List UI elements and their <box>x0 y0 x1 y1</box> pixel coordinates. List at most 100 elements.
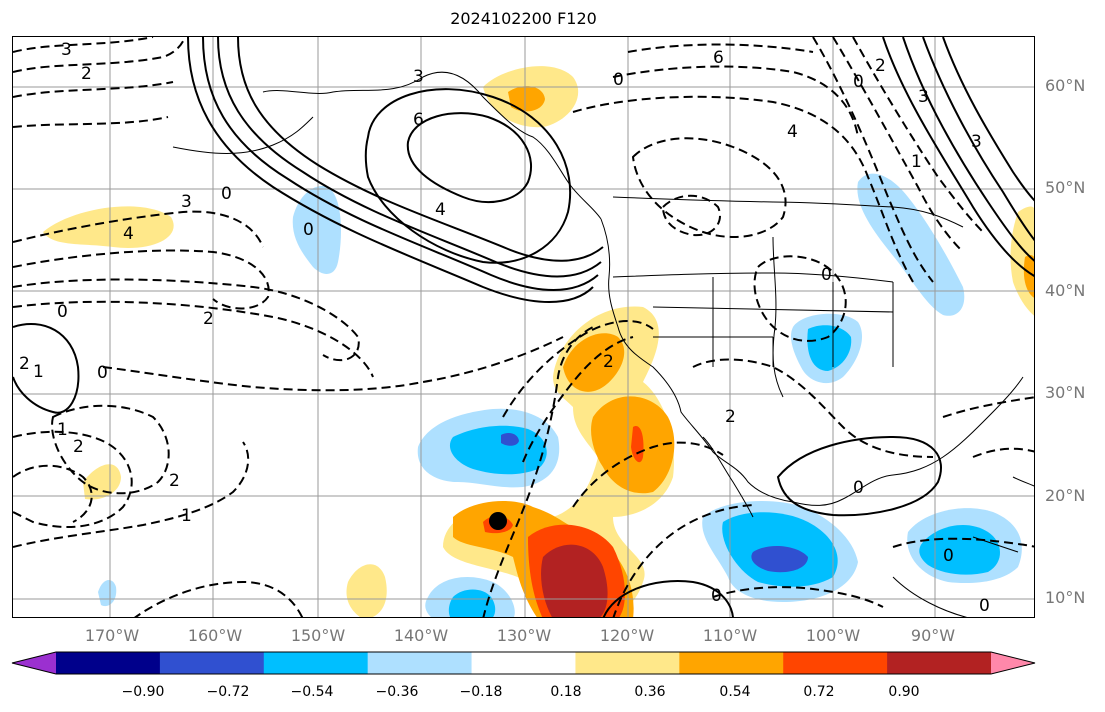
colorbar-segment <box>56 652 161 674</box>
contour-line <box>13 322 80 414</box>
contour-line <box>13 300 374 378</box>
contour-line <box>202 37 599 291</box>
negative-anomaly-core <box>448 589 496 617</box>
contour-label: 2 <box>169 471 180 491</box>
contour-line <box>602 580 734 617</box>
contour-line <box>187 37 594 303</box>
negative-anomaly-region <box>857 173 965 316</box>
positive-anomaly-peak <box>631 426 644 463</box>
contour-line <box>134 580 304 617</box>
contour-label: 0 <box>303 220 314 240</box>
contour-label: 0 <box>97 363 108 383</box>
lon-label-130w: 130°W <box>496 626 552 645</box>
lat-label-40n: 40°N <box>1045 281 1086 300</box>
lon-label-120w: 120°W <box>599 626 655 645</box>
contour-label: 0 <box>821 265 832 285</box>
contour-line <box>712 586 884 608</box>
contour-line <box>612 504 754 617</box>
lon-label-90w: 90°W <box>910 626 956 645</box>
positive-anomaly-core <box>1023 255 1034 298</box>
colorbar-segment <box>679 652 784 674</box>
contour-line <box>13 116 169 128</box>
contour-label: 1 <box>911 152 922 172</box>
contour-line <box>482 326 594 617</box>
contour-line <box>217 37 602 278</box>
colorbar-tick: 0.72 <box>803 684 835 700</box>
contour-line <box>631 137 787 238</box>
contour-line <box>364 88 572 264</box>
contour-line <box>812 37 934 283</box>
contour-line <box>612 65 859 138</box>
contour-label: 3 <box>918 87 929 107</box>
lat-label-30n: 30°N <box>1045 383 1086 402</box>
contour-line <box>102 336 564 392</box>
contour-line <box>13 430 133 528</box>
lat-label-60n: 60°N <box>1045 76 1086 95</box>
contour-line <box>902 37 1034 262</box>
contour-line <box>13 37 186 73</box>
contour-line <box>776 435 942 517</box>
contour-label: 2 <box>603 352 614 372</box>
contour-label: 0 <box>711 586 722 606</box>
positive-height-contours <box>13 37 1034 617</box>
contour-line <box>237 37 604 262</box>
contour-label: 2 <box>73 437 84 457</box>
negative-anomaly-core <box>919 524 1001 575</box>
negative-anomaly-region <box>292 186 341 274</box>
contour-line <box>692 358 934 458</box>
map-canvas: 3 2 3 6 4 0 3 4 0 6 0 0 2 4 3 0 2 0 1 2 … <box>13 37 1034 617</box>
contour-label: 0 <box>57 302 68 322</box>
contour-label: 1 <box>57 420 68 440</box>
contour-line <box>13 464 93 523</box>
colorbar-tick: −0.90 <box>121 684 165 700</box>
lon-label-150w: 150°W <box>290 626 346 645</box>
contour-line <box>892 537 1034 548</box>
contour-label: 2 <box>725 407 736 427</box>
lat-label-10n: 10°N <box>1045 588 1086 607</box>
contour-label: 3 <box>61 40 72 60</box>
colorbar-tick: 0.36 <box>634 684 666 700</box>
colorbar-extend-low <box>12 652 56 674</box>
colorbar-segment <box>263 652 369 674</box>
colorbar <box>11 651 1036 675</box>
contour-line <box>922 37 1034 242</box>
lon-label-100w: 100°W <box>805 626 861 645</box>
contour-line <box>832 37 964 253</box>
contour-label: 0 <box>221 184 232 204</box>
contour-label: 0 <box>853 72 864 92</box>
negative-anomaly-core <box>807 325 852 371</box>
colorbar-tick: 0.54 <box>719 684 751 700</box>
contour-label: 3 <box>971 132 982 152</box>
lon-label-160w: 160°W <box>187 626 243 645</box>
contour-label: 4 <box>435 200 446 220</box>
positive-anomaly-region <box>346 564 387 617</box>
contour-line <box>13 278 360 362</box>
colorbar-segment <box>471 652 576 674</box>
contour-line <box>13 37 154 53</box>
colorbar-segment <box>575 652 680 674</box>
negative-anomaly-peak <box>751 545 808 573</box>
shaded-anomaly-layer <box>43 66 1034 617</box>
contour-line <box>572 95 914 283</box>
contour-line <box>13 81 174 98</box>
contour-line <box>627 43 814 53</box>
chart-title: 2024102200 F120 <box>450 9 597 28</box>
colorbar-outline <box>11 651 1036 675</box>
storm-center-marker <box>489 512 507 530</box>
contour-label: 0 <box>613 70 624 90</box>
contour-line <box>942 396 1034 418</box>
contour-label: 4 <box>123 224 134 244</box>
contour-label: 6 <box>413 110 424 130</box>
lat-label-20n: 20°N <box>1045 486 1086 505</box>
contour-label: 0 <box>979 596 990 616</box>
colorbar-tick: −0.36 <box>375 684 419 700</box>
colorbar-tick: −0.18 <box>459 684 503 700</box>
contour-line <box>942 37 1034 202</box>
contour-label: 2 <box>875 56 886 76</box>
lon-label-140w: 140°W <box>393 626 449 645</box>
colorbar-extend-high <box>991 652 1035 674</box>
negative-anomaly-region <box>98 580 117 607</box>
contour-label: 1 <box>33 362 44 382</box>
lat-label-50n: 50°N <box>1045 178 1086 197</box>
contour-line <box>502 320 654 418</box>
